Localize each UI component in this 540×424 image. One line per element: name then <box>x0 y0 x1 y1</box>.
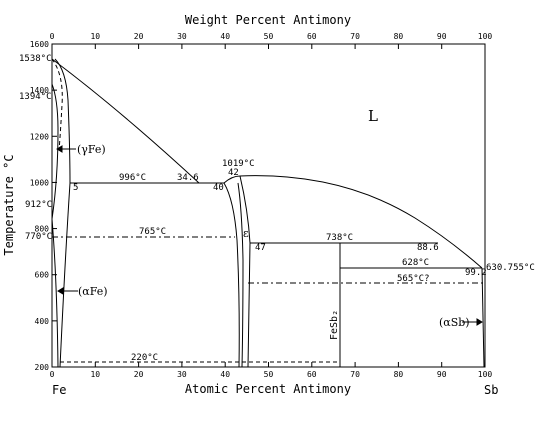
alpha-sb-label: (αSb) <box>439 316 470 329</box>
top-tick-label: 30 <box>177 32 187 41</box>
fe-alpha-gamma-label: 912°C <box>25 200 52 210</box>
top-tick-label: 20 <box>134 32 144 41</box>
gamma-loop <box>51 83 59 220</box>
temp-220-label: 220°C <box>131 353 158 363</box>
sb-melt-label: 630.755°C <box>486 263 535 273</box>
comp-88-6-label: 88.6 <box>417 243 439 253</box>
fe-gamma-delta-label: 1394°C <box>19 92 52 102</box>
annotation-labels: 1538°C 1394°C 912°C 770°C 630.755°C L (γ… <box>19 54 535 363</box>
comp-42-label: 42 <box>228 168 239 178</box>
liquidus-fe-side <box>51 58 200 184</box>
top-axis-title: Weight Percent Antimony <box>185 13 351 27</box>
top-tick-label: 80 <box>394 32 404 41</box>
bottom-tick-label: 40 <box>220 370 230 379</box>
bottom-ticks: 0 10 20 30 40 50 60 70 80 90 100 <box>50 362 493 379</box>
comp-34-6-label: 34.6 <box>177 173 199 183</box>
gamma-fe-label: (γFe) <box>77 143 106 156</box>
comp-40-label: 40 <box>213 183 224 193</box>
alpha-fe-inner <box>51 218 59 368</box>
compound-label: FeSb₂ <box>329 310 340 340</box>
element-sb-label: Sb <box>484 383 498 397</box>
phase-boundaries <box>51 58 485 368</box>
epsilon-label: ε <box>243 227 249 240</box>
bottom-tick-label: 80 <box>394 370 404 379</box>
phase-arrows <box>56 145 483 326</box>
top-ticks: 0 10 20 30 40 50 60 70 80 90 100 <box>50 32 493 49</box>
fe-melt-label: 1538°C <box>19 54 52 64</box>
sb-solvus <box>481 267 485 368</box>
temp-628-label: 628°C <box>402 258 429 268</box>
delta-boundary-dashed <box>51 58 63 151</box>
comp-99-2-label: 99.2 <box>465 268 487 278</box>
liquid-label: L <box>368 107 378 125</box>
bottom-tick-label: 60 <box>307 370 317 379</box>
alpha-fe-label: (αFe) <box>78 285 108 298</box>
bottom-tick-label: 0 <box>50 370 55 379</box>
dashed-lines <box>52 236 485 363</box>
left-tick-label: 200 <box>35 363 50 372</box>
comp-47-label: 47 <box>255 243 266 253</box>
left-tick-label: 1600 <box>30 40 49 49</box>
eutectic-996-label: 996°C <box>119 173 146 183</box>
top-tick-label: 60 <box>307 32 317 41</box>
magnetic-temp-label: 770°C <box>25 232 52 242</box>
y-axis-title: Temperature °C <box>2 154 16 255</box>
left-tick-label: 800 <box>35 225 50 234</box>
top-tick-label: 10 <box>90 32 100 41</box>
top-tick-label: 0 <box>50 32 55 41</box>
left-tick-label: 1200 <box>30 132 49 141</box>
bottom-tick-label: 30 <box>177 370 187 379</box>
top-tick-label: 50 <box>264 32 274 41</box>
top-tick-label: 90 <box>437 32 447 41</box>
bottom-tick-label: 70 <box>350 370 360 379</box>
temp-765-label: 765°C <box>139 227 166 237</box>
left-ticks: 200 400 600 800 1000 1200 1400 1600 <box>30 40 57 372</box>
epsilon-dome <box>223 175 241 184</box>
temp-738-label: 738°C <box>326 233 353 243</box>
left-tick-label: 1400 <box>30 86 49 95</box>
bottom-tick-label: 50 <box>264 370 274 379</box>
left-tick-label: 400 <box>35 317 50 326</box>
bottom-tick-label: 20 <box>134 370 144 379</box>
left-tick-label: 600 <box>35 271 50 280</box>
temp-565-label: 565°C? <box>397 274 430 284</box>
left-tick-label: 1000 <box>30 178 49 187</box>
top-tick-label: 70 <box>350 32 360 41</box>
alpha-fe-solvus <box>54 58 71 368</box>
bottom-tick-label: 100 <box>478 370 493 379</box>
epsilon-right <box>239 175 251 368</box>
top-tick-label: 40 <box>220 32 230 41</box>
bottom-tick-label: 90 <box>437 370 447 379</box>
top-tick-label: 100 <box>478 32 493 41</box>
epsilon-left <box>223 182 240 368</box>
element-fe-label: Fe <box>52 383 66 397</box>
epsilon-left-inner <box>237 182 244 368</box>
plot-frame <box>51 43 486 368</box>
comp-5-label: 5 <box>73 183 78 193</box>
bottom-axis-title: Atomic Percent Antimony <box>185 382 351 396</box>
bottom-tick-label: 10 <box>90 370 100 379</box>
liquidus-sb-side <box>239 175 483 269</box>
max-1019-label: 1019°C <box>222 159 255 169</box>
